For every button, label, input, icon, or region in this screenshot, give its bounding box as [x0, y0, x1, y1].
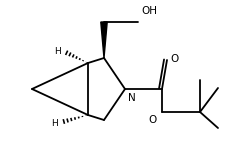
Text: OH: OH	[141, 6, 157, 16]
Text: O: O	[149, 115, 157, 125]
Text: O: O	[170, 54, 178, 64]
Text: H: H	[54, 47, 61, 56]
Text: N: N	[128, 93, 136, 103]
Text: H: H	[51, 119, 58, 128]
Polygon shape	[101, 22, 107, 58]
